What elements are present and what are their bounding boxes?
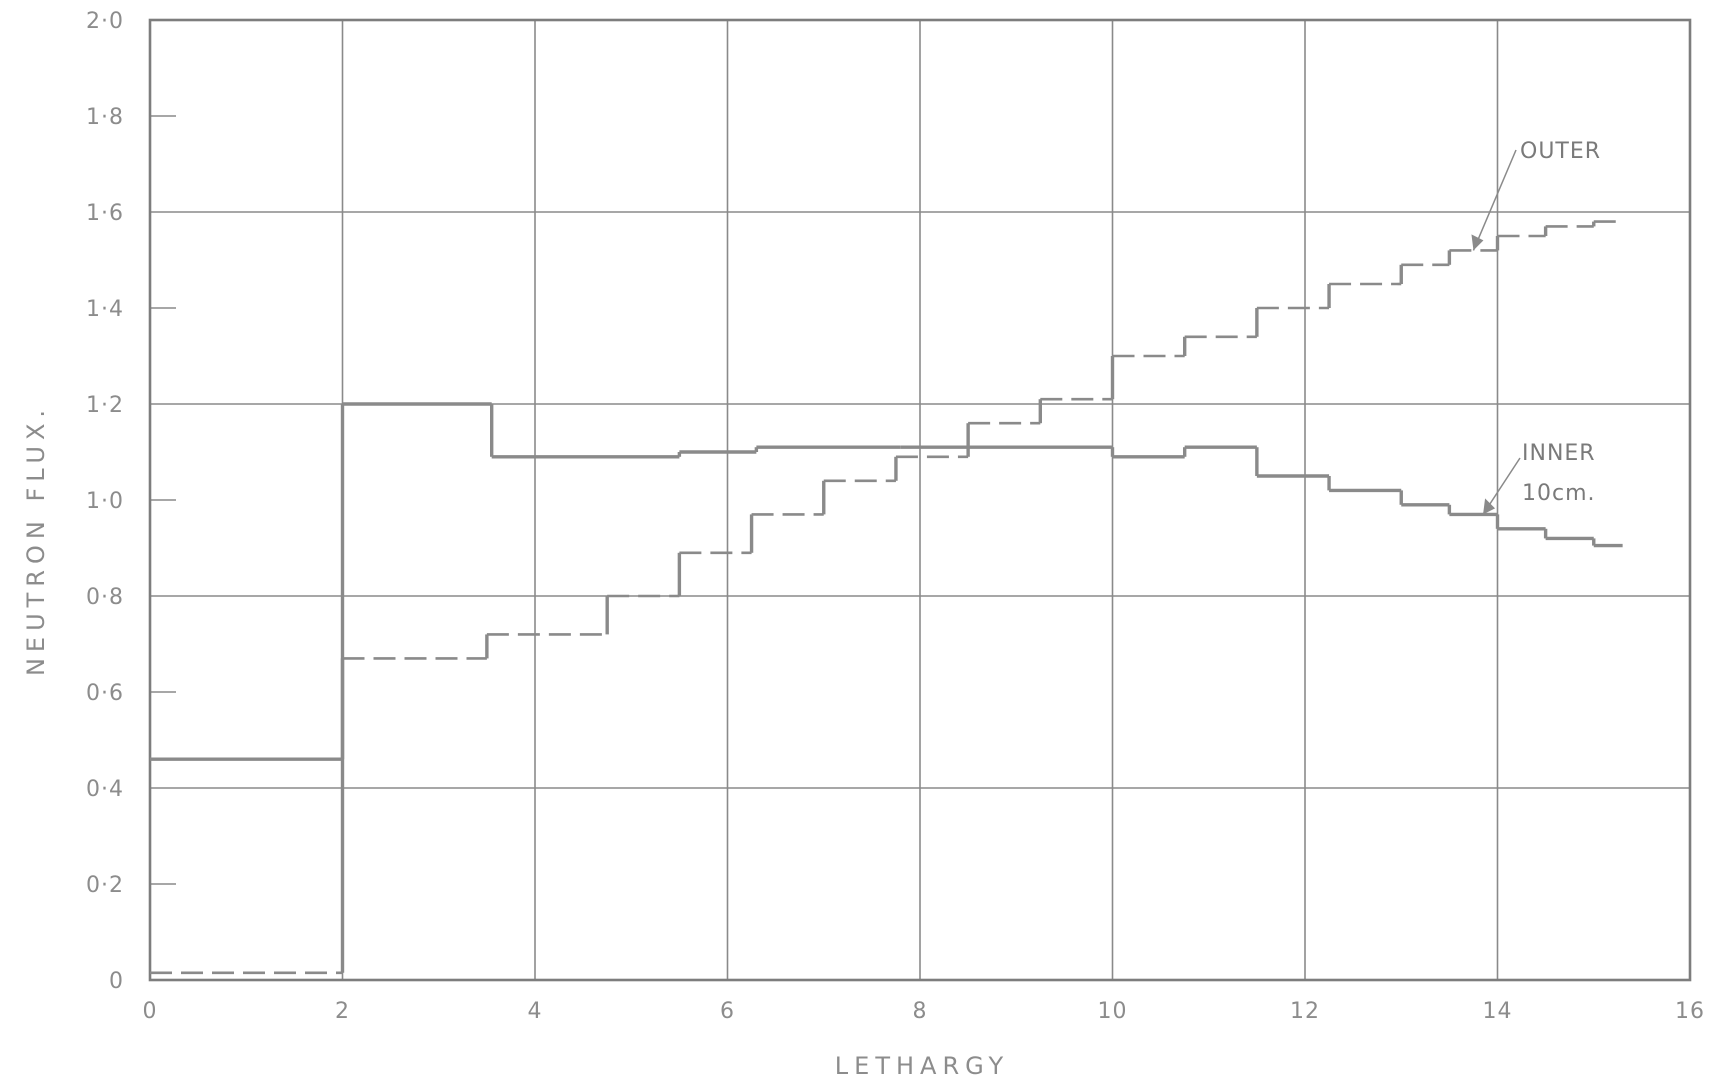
plot-frame xyxy=(148,18,1692,982)
y-tick-label-8: 1·6 xyxy=(86,201,124,226)
x-tick-label-4: 8 xyxy=(913,999,928,1024)
annotation-inner-line2: 10cm. xyxy=(1522,481,1596,506)
x-axis-title: LETHARGY xyxy=(835,1052,1009,1080)
series-outer xyxy=(150,220,1623,975)
x-tick-label-3: 6 xyxy=(720,999,735,1024)
tick-labels: 0 2 4 6 8 10 12 14 16 0 0·2 0·4 0·6 0·8 1·0 1·2 1·4 1·6 1·… xyxy=(86,9,1705,1024)
leader-arrowhead-inner xyxy=(1483,498,1496,515)
y-tick-label-3: 0·6 xyxy=(86,681,124,706)
leader-arrowhead-outer xyxy=(1471,234,1484,251)
series-layer xyxy=(150,220,1623,975)
y-tick-label-10: 2·0 xyxy=(86,9,124,34)
y-tick-label-1: 0·2 xyxy=(86,873,124,898)
x-tick-label-5: 10 xyxy=(1098,999,1128,1024)
x-tick-label-7: 14 xyxy=(1483,999,1513,1024)
y-tick-label-9: 1·8 xyxy=(86,105,124,130)
y-tick-label-2: 0·4 xyxy=(86,777,124,802)
annotation-outer: OUTER xyxy=(1520,139,1601,164)
series-inner xyxy=(150,402,1623,761)
y-tick-label-4: 0·8 xyxy=(86,585,124,610)
y-tick-label-0: 0 xyxy=(109,969,124,994)
annotations: OUTER INNER 10cm. xyxy=(1471,139,1601,515)
annotation-inner-line1: INNER xyxy=(1522,441,1596,466)
x-tick-label-1: 2 xyxy=(335,999,350,1024)
x-tick-label-2: 4 xyxy=(528,999,543,1024)
y-tick-label-5: 1·0 xyxy=(86,489,124,514)
y-tick-label-6: 1·2 xyxy=(86,393,124,418)
x-tick-label-0: 0 xyxy=(143,999,158,1024)
x-tick-label-6: 12 xyxy=(1290,999,1320,1024)
leader-line-outer xyxy=(1472,149,1517,251)
grid-layer xyxy=(148,18,1692,982)
y-tick-label-7: 1·4 xyxy=(86,297,124,322)
x-tick-label-8: 16 xyxy=(1675,999,1705,1024)
y-axis-title: NEUTRON FLUX. xyxy=(22,404,50,676)
